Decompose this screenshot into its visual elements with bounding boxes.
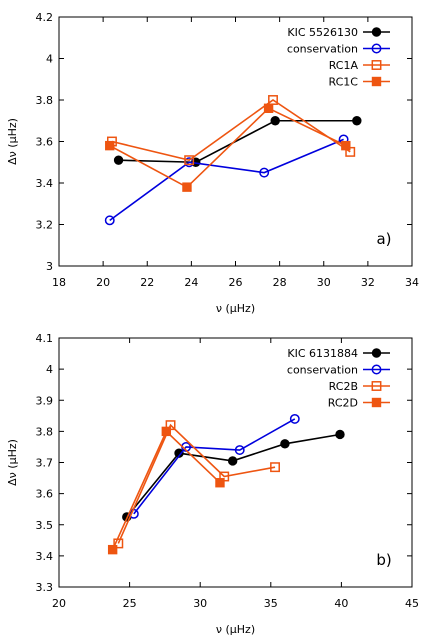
data-point: [104, 215, 115, 226]
legend-label: KIC 6131884: [287, 347, 358, 360]
legend-label: RC1A: [329, 59, 359, 72]
x-tick-label: 30: [193, 597, 207, 610]
series-rc2d: [107, 426, 225, 555]
legend-marker: [371, 27, 382, 37]
data-point: [270, 462, 280, 473]
legend-marker: [371, 364, 382, 375]
series-line: [117, 423, 276, 544]
y-tick-label: 3.2: [36, 219, 54, 232]
legend-label: conservation: [287, 43, 358, 56]
data-point: [174, 448, 184, 458]
y-tick-label: 3.5: [36, 519, 54, 532]
x-tick-label: 45: [405, 597, 419, 610]
y-axis-label: Δν (μHz): [6, 118, 19, 165]
data-point: [234, 445, 245, 455]
y-tick-label: 3.8: [36, 94, 54, 107]
data-point: [113, 155, 124, 165]
series-rc1c: [105, 103, 351, 192]
series-line: [109, 107, 347, 189]
y-axis-label: Δν (μHz): [6, 439, 19, 486]
series-rc1a: [107, 95, 356, 166]
x-axis-label: ν (μHz): [216, 623, 255, 636]
data-point: [352, 116, 362, 126]
legend-marker: [371, 76, 382, 87]
data-point: [113, 538, 124, 549]
series-line: [109, 138, 344, 221]
legend-label: RC1C: [329, 76, 359, 89]
data-point: [215, 478, 225, 488]
x-tick-label: 20: [52, 597, 66, 610]
x-tick-label: 34: [405, 276, 419, 289]
x-tick-label: 22: [140, 276, 154, 289]
x-tick-label: 25: [123, 597, 137, 610]
legend-label: RC2B: [329, 380, 358, 393]
data-point: [341, 140, 351, 151]
y-tick-label: 3.9: [36, 394, 54, 407]
y-tick-label: 4: [46, 53, 53, 66]
data-point: [107, 544, 118, 555]
y-tick-label: 4: [46, 363, 53, 376]
series-line: [111, 430, 221, 550]
x-axis-label: ν (μHz): [216, 302, 255, 315]
x-tick-label: 20: [96, 276, 110, 289]
data-point: [259, 167, 270, 178]
data-point: [161, 426, 172, 437]
data-point: [227, 456, 238, 466]
x-tick-label: 26: [229, 276, 243, 289]
x-tick-label: 18: [52, 276, 66, 289]
series-kic-6131884: [122, 429, 345, 522]
series-line: [111, 99, 351, 162]
data-point: [289, 413, 300, 424]
legend-marker: [371, 397, 382, 408]
data-point: [335, 429, 345, 440]
data-point: [105, 140, 115, 151]
legend: KIC 6131884 conservation RC2B RC2D: [287, 347, 390, 410]
series-line: [118, 119, 357, 164]
chart-panel-2: 20 25 30 35 40 45 3.3 3.4 3.5 3.6 3.7 3.8 3.9 4 4.1 ν (…: [6, 332, 419, 636]
y-tick-label: 3.8: [36, 425, 54, 438]
y-tick-label: 3.6: [36, 488, 54, 501]
chart-panel-1: 18 20 22 24 26 28 30 32 34 3 3.2 3.4 3.6 3.8 4 4.2 ν (μH…: [6, 11, 419, 315]
y-tick-label: 3.4: [36, 550, 54, 563]
legend-label: RC2D: [328, 397, 358, 410]
series-rc2b: [113, 420, 280, 549]
data-point: [280, 439, 290, 449]
legend-marker: [371, 348, 382, 358]
y-tick-label: 3.6: [36, 136, 54, 149]
x-tick-label: 24: [184, 276, 198, 289]
legend-marker: [371, 43, 382, 54]
y-tick-label: 3.4: [36, 177, 54, 190]
x-tick-label: 40: [334, 597, 348, 610]
legend: KIC 5526130 conservation RC1A RC1C: [287, 26, 390, 89]
y-tick-label: 4.1: [36, 332, 54, 345]
data-point: [270, 116, 280, 126]
x-tick-label: 28: [273, 276, 287, 289]
y-tick-label: 3.3: [36, 581, 54, 594]
data-point: [263, 103, 274, 113]
legend-label: conservation: [287, 364, 358, 377]
legend-marker: [371, 381, 382, 391]
data-point: [184, 155, 195, 166]
panel-label: b): [376, 551, 391, 569]
legend-label: KIC 5526130: [287, 26, 358, 39]
y-tick-label: 4.2: [36, 11, 54, 24]
y-tick-label: 3.7: [36, 457, 54, 470]
panel-label: a): [376, 230, 391, 248]
legend-marker: [371, 60, 382, 70]
x-tick-label: 30: [317, 276, 331, 289]
y-tick-label: 3: [46, 260, 53, 273]
series-kic-5526130: [113, 116, 362, 167]
x-tick-label: 35: [264, 597, 278, 610]
data-point: [182, 182, 192, 192]
series-line: [133, 418, 296, 515]
x-tick-label: 32: [361, 276, 375, 289]
